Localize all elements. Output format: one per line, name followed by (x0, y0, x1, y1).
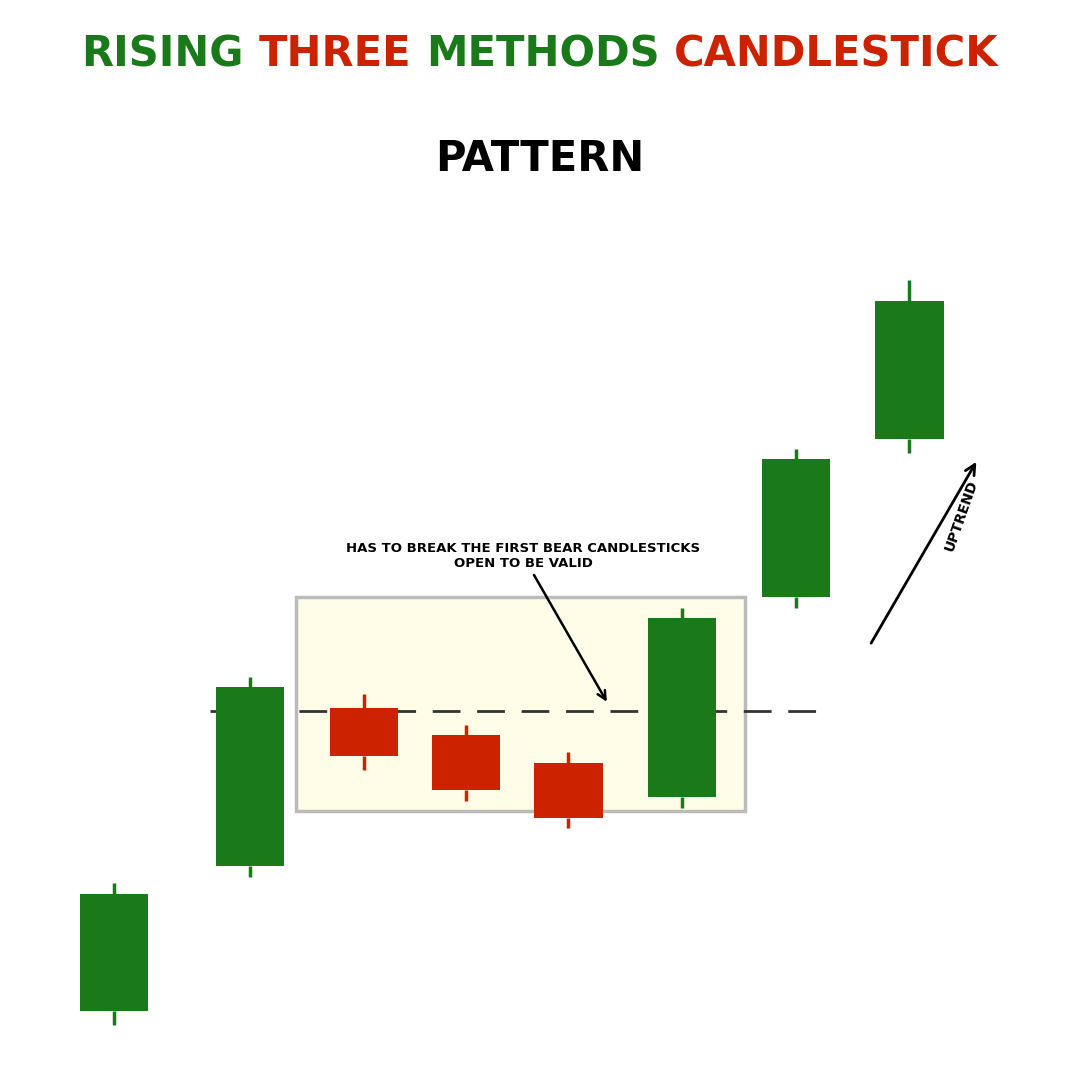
Bar (535, 762, 603, 818)
Bar (761, 459, 829, 597)
Text: UPTREND: UPTREND (943, 477, 981, 553)
Text: RISING: RISING (82, 33, 244, 76)
Bar (432, 735, 500, 791)
Bar (296, 597, 744, 811)
Text: HAS TO BREAK THE FIRST BEAR CANDLESTICKS
OPEN TO BE VALID: HAS TO BREAK THE FIRST BEAR CANDLESTICKS… (346, 542, 700, 700)
Bar (648, 618, 716, 797)
Bar (216, 687, 284, 866)
Bar (329, 707, 397, 756)
Text: CANDLESTICK: CANDLESTICK (674, 33, 998, 76)
Text: THREE: THREE (258, 33, 411, 76)
Text: METHODS: METHODS (426, 33, 659, 76)
Bar (80, 894, 148, 1011)
Bar (876, 301, 944, 438)
Text: PATTERN: PATTERN (435, 138, 645, 180)
